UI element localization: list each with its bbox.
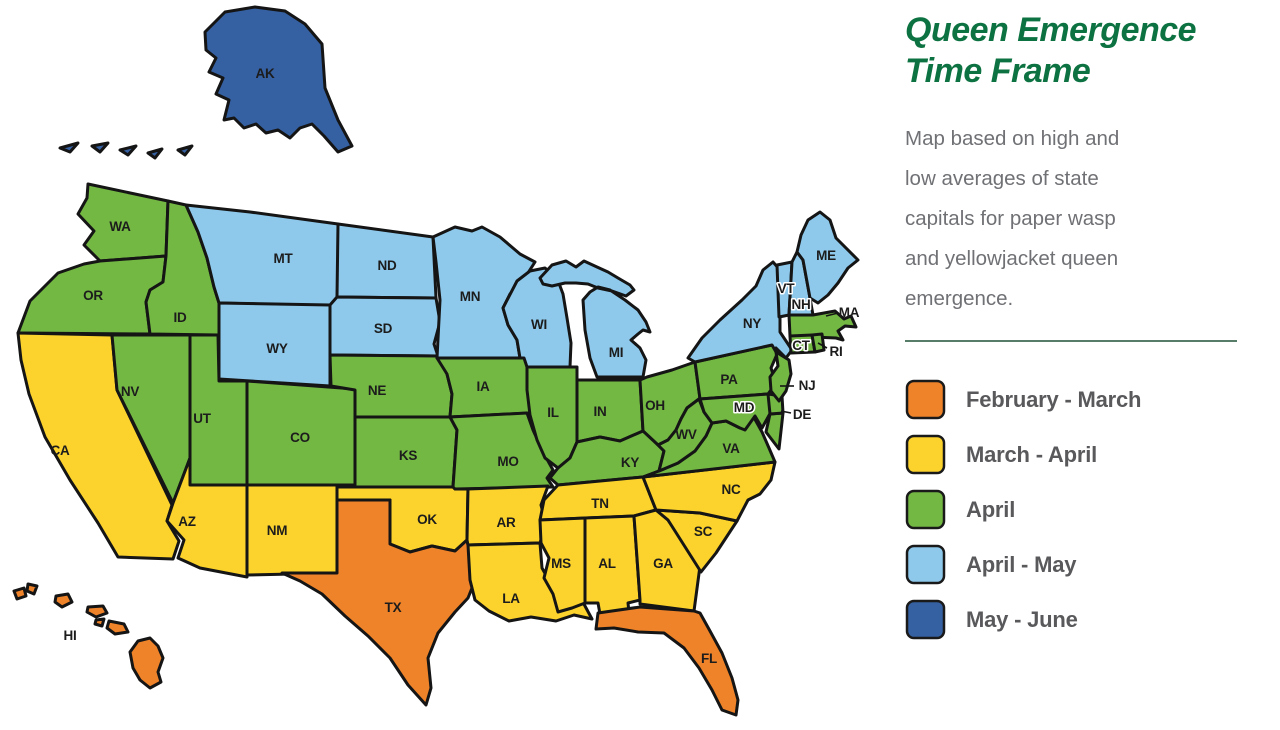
description-line: Map based on high and [905,127,1120,150]
state-label-MD: MD [734,400,755,415]
state-label-WV: WV [675,427,697,442]
state-label-NE: NE [368,383,387,398]
state-label-FL: FL [701,651,717,666]
state-label-MA: MA [839,305,860,320]
legend-item-mar-apr: March - April [905,434,1250,475]
state-label-OH: OH [645,398,665,413]
description-line: emergence. [905,287,1014,310]
label-pointer-MA [825,312,839,317]
state-MI [538,259,652,379]
state-label-LA: LA [502,591,520,606]
state-MA [787,309,858,342]
state-label-IA: IA [476,379,490,394]
legend-item-may-jun: May - June [905,599,1250,640]
state-label-SC: SC [694,524,713,539]
state-label-IL: IL [547,405,559,420]
legend-label: April - May [966,551,1077,577]
legend: February - March March - April April Apr… [905,379,1250,640]
label-pointer-RI [817,342,828,349]
state-label-ND: ND [377,258,397,273]
state-label-NY: NY [743,316,762,331]
state-label-NM: NM [267,523,288,538]
state-label-MN: MN [460,289,481,304]
state-NJ [768,350,793,403]
legend-label: May - June [966,606,1078,632]
state-NC [641,460,777,523]
state-label-OK: OK [417,512,437,527]
title-line-1: Queen Emergence [905,11,1197,49]
state-label-OR: OR [83,288,103,303]
us-map: WA OR CA ID NV UT AZ MT WY CO NM ND SD NE KS OK TX MN IA MO… [12,5,860,717]
legend-swatch-may-jun [905,599,946,640]
legend-swatch-feb-mar [905,379,946,420]
state-label-NJ: NJ [799,378,816,393]
state-label-GA: GA [653,556,673,571]
legend-label: April [966,496,1016,522]
info-panel: Queen Emergence Time Frame Map based on h… [905,10,1250,654]
state-label-NH: NH [791,297,810,312]
state-label-MO: MO [497,454,518,469]
state-label-WI: WI [531,317,547,332]
page-title: Queen Emergence Time Frame [905,10,1250,92]
state-WI [501,266,573,369]
state-label-CT: CT [792,338,811,353]
state-HI [12,582,165,690]
state-label-HI: HI [63,628,76,643]
state-label-AK: AK [255,66,275,81]
description-line: and yellowjacket queen [905,247,1119,270]
state-label-NV: NV [121,384,140,399]
legend-swatch-apr [905,489,946,530]
state-IN [575,378,645,444]
state-label-CO: CO [290,430,310,445]
state-label-MS: MS [551,556,571,571]
state-AK [58,5,354,160]
state-label-NC: NC [721,482,741,497]
state-label-DE: DE [793,407,812,422]
state-label-IN: IN [593,404,606,419]
legend-item-apr-may: April - May [905,544,1250,585]
state-label-MT: MT [273,251,293,266]
state-label-AL: AL [598,556,616,571]
state-label-WY: WY [266,341,288,356]
state-label-KS: KS [399,448,418,463]
legend-swatch-apr-may [905,544,946,585]
state-NM [245,483,339,577]
state-label-AR: AR [496,515,516,530]
state-AZ [165,456,249,579]
state-TX [280,498,479,707]
description-line: capitals for paper wasp [905,207,1116,230]
legend-item-feb-mar: February - March [905,379,1250,420]
state-label-ME: ME [816,248,836,263]
divider-line [905,340,1237,342]
state-FL [594,605,740,717]
state-label-SD: SD [374,321,393,336]
state-label-UT: UT [193,411,212,426]
state-label-AZ: AZ [178,514,196,529]
label-pointer-DE [780,410,792,414]
state-WV [656,397,714,473]
map-description: Map based on high and low averages of st… [905,119,1250,319]
state-label-VA: VA [722,441,740,456]
state-label-WA: WA [109,219,131,234]
state-label-VT: VT [778,281,796,296]
description-line: low averages of state [905,167,1099,190]
state-label-KY: KY [621,455,640,470]
state-label-ID: ID [173,310,187,325]
legend-label: February - March [966,386,1142,412]
state-ME [795,210,860,305]
legend-swatch-mar-apr [905,434,946,475]
state-label-PA: PA [720,372,738,387]
state-label-RI: RI [829,344,842,359]
legend-label: March - April [966,441,1098,467]
state-label-TX: TX [385,600,402,615]
title-line-2: Time Frame [905,52,1091,90]
state-label-TN: TN [591,496,609,511]
legend-item-apr: April [905,489,1250,530]
state-label-CA: CA [50,443,70,458]
state-label-MI: MI [609,345,624,360]
state-MO [448,411,555,491]
